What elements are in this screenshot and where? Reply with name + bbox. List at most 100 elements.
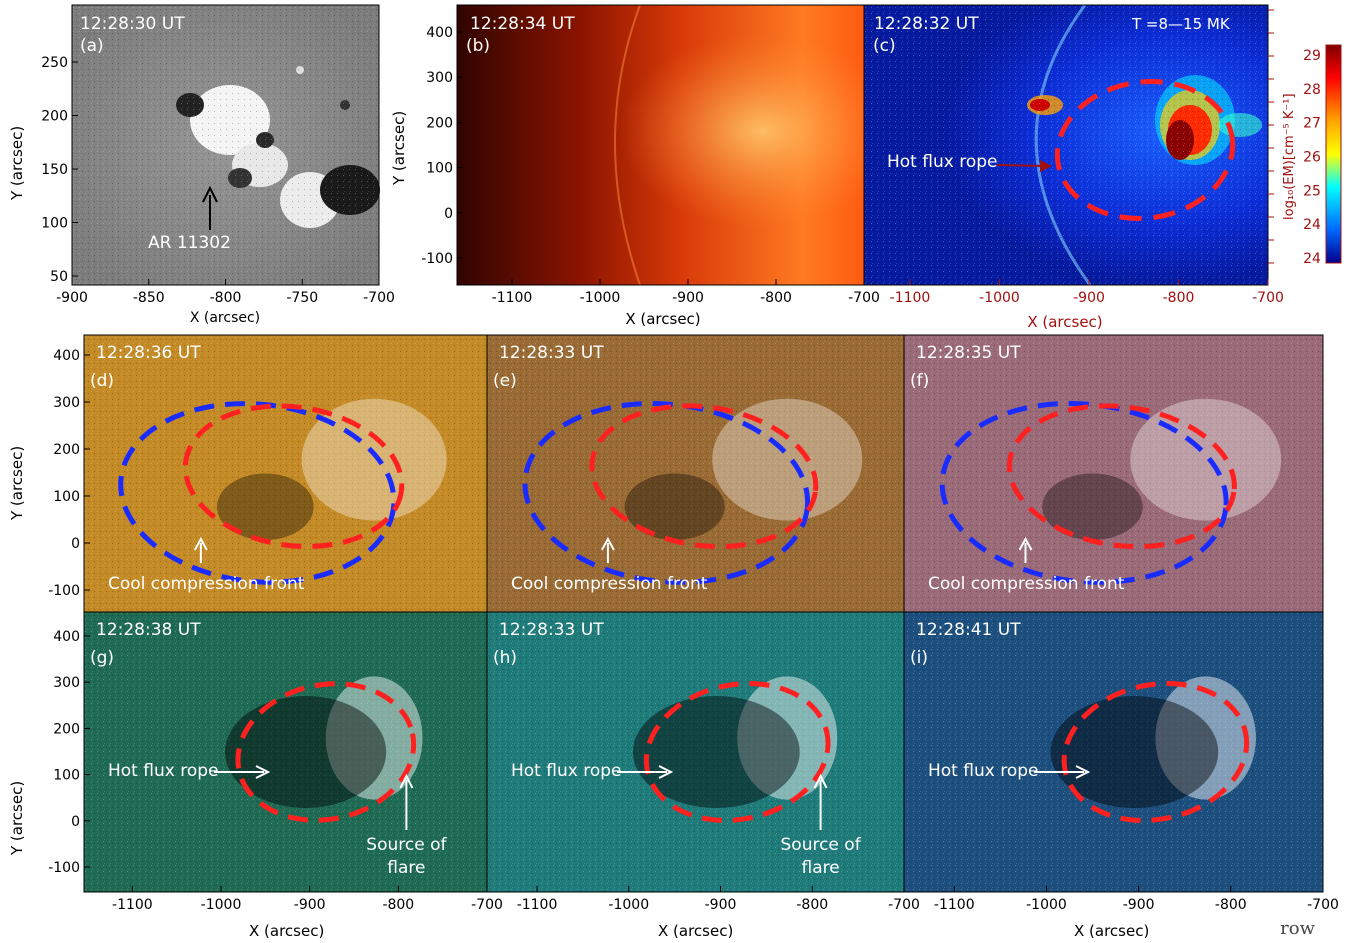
- panel-c-xtick-label: -900: [1073, 290, 1105, 306]
- panel-b-ytick-label: 200: [426, 115, 453, 131]
- panel-b-xtick-label: -700: [848, 290, 880, 306]
- panel-g-texture: [84, 612, 487, 892]
- panel-h-flare-arrowhead: [813, 773, 828, 789]
- panel-e-dark-region: [624, 473, 725, 540]
- colorbar-gradient: [1325, 44, 1342, 264]
- panel-e-arrowhead: [601, 536, 615, 551]
- panel-g-ytick-label: 200: [53, 721, 80, 737]
- grid-xlabel-1: X (arcsec): [249, 922, 324, 940]
- panel-f-dark-region: [1042, 473, 1143, 540]
- panel-d-ytick-label: 100: [53, 489, 80, 505]
- panel-g-label: (g): [90, 648, 114, 668]
- colorbar: 29 28 27 26 25 24 24 log₁₀(EM)[cm⁻⁵ K⁻¹]: [1282, 44, 1342, 267]
- panel-a-ytick-label: 100: [41, 216, 68, 232]
- panel-b-ytick-label: 0: [444, 206, 453, 222]
- panel-e-label: (e): [493, 371, 517, 391]
- panel-c-annotation: Hot flux rope: [887, 152, 997, 172]
- panel-c-axes: -1100 -1000 -900 -800 -700 X (arcsec): [890, 9, 1284, 331]
- panel-d-dark-region: [216, 473, 314, 540]
- panel-i-annotation: Hot flux rope: [928, 761, 1038, 781]
- panel-f-time: 12:28:35 UT: [916, 343, 1021, 363]
- panel-h-dark-region: [632, 696, 800, 808]
- panel-h-texture: [487, 612, 904, 892]
- panel-d: Cool compression front 12:28:36 UT (d) -100…: [48, 334, 488, 613]
- panel-b-limb: [614, 4, 641, 286]
- panel-g-annotation2-line2: flare: [387, 858, 425, 878]
- panel-b-glow: [457, 5, 864, 285]
- panel-i-xtick-label: -700: [1307, 897, 1339, 913]
- panel-h: Hot flux rope Source of flare 12:28:33 UT (h…: [486, 611, 920, 913]
- panel-e: Cool compression front 12:28:33 UT (e): [486, 334, 905, 613]
- panel-f-bright-region: [1130, 398, 1282, 521]
- panel-a-magnetogram-features: [72, 5, 380, 285]
- panel-a-xtick-label: -850: [133, 290, 165, 306]
- panel-g-xtick-label: -1100: [112, 897, 153, 913]
- panel-a-xtick-label: -700: [363, 290, 395, 306]
- panel-b-ytick-label: 100: [426, 161, 453, 177]
- panel-c-xtick-label: -1100: [890, 290, 931, 306]
- panel-g-ytick-label: 400: [53, 629, 80, 645]
- panel-a-xtick-label: -750: [286, 290, 318, 306]
- panel-b-xlabel: X (arcsec): [625, 310, 700, 328]
- panel-g-bright-region: [325, 676, 423, 800]
- panel-g-annotation2-line1: Source of: [366, 835, 447, 855]
- panel-h-annotation: Hot flux rope: [511, 761, 621, 781]
- panel-h-time: 12:28:33 UT: [499, 620, 604, 640]
- colorbar-tick-label: 24: [1303, 217, 1321, 233]
- colorbar-tick-label: 28: [1303, 82, 1321, 98]
- panel-i-arrowhead: [1075, 765, 1091, 779]
- colorbar-label: log₁₀(EM)[cm⁻⁵ K⁻¹]: [1282, 93, 1297, 220]
- panel-i-xtick-label: -1100: [934, 897, 975, 913]
- panel-f: Cool compression front 12:28:35 UT (f): [903, 334, 1324, 613]
- panel-d-flux-rope-outline: [182, 403, 405, 549]
- panel-c-xtick-label: -1000: [979, 290, 1020, 306]
- footer-text: row: [1280, 918, 1315, 939]
- panel-g-time: 12:28:38 UT: [96, 620, 201, 640]
- panel-i-frame: [903, 611, 1324, 893]
- panel-c-temperature: T =8—15 MK: [1131, 15, 1231, 33]
- panel-b-xtick-label: -1100: [492, 290, 533, 306]
- panel-a-ylabel-right: Y (arcsec): [390, 111, 408, 186]
- panel-i-xtick-label: -900: [1123, 897, 1155, 913]
- panel-d-ytick-label: 200: [53, 442, 80, 458]
- panel-e-time: 12:28:33 UT: [499, 343, 604, 363]
- panel-i-xtick-label: -1000: [1026, 897, 1067, 913]
- panel-e-flux-rope-outline: [589, 403, 819, 550]
- panel-f-annotation: Cool compression front: [928, 574, 1125, 594]
- panel-a-arrowhead: [202, 185, 218, 203]
- panel-g-ytick-label: 0: [71, 814, 80, 830]
- panel-g-arrowhead: [255, 765, 271, 779]
- panel-d-time: 12:28:36 UT: [96, 343, 201, 363]
- panel-b-xtick-label: -900: [672, 290, 704, 306]
- panel-c-arrow: [996, 164, 1047, 167]
- panel-g-ytick-label: -100: [48, 860, 80, 876]
- grid-xlabel-2: X (arcsec): [658, 922, 733, 940]
- panel-d-annotation: Cool compression front: [108, 574, 305, 594]
- panel-h-label: (h): [493, 648, 517, 668]
- panel-g-xtick-label: -800: [382, 897, 414, 913]
- panel-a-time: 12:28:30 UT: [80, 14, 185, 34]
- panel-h-annotation2-line1: Source of: [781, 835, 862, 855]
- panel-g-annotation: Hot flux rope: [108, 761, 218, 781]
- panel-i-texture: [904, 612, 1323, 892]
- colorbar-ticks: 29 28 27 26 25 24 24: [1303, 48, 1321, 267]
- panel-b-axes: -1100 -1000 -900 -800 -700-1000100200300400X…: [421, 25, 880, 328]
- panel-b-time: 12:28:34 UT: [470, 14, 575, 34]
- panel-f-arrowhead: [1018, 536, 1033, 551]
- panel-g: Hot flux rope Source of flare 12:28:38 UT (g…: [48, 611, 503, 913]
- panel-f-label: (f): [910, 371, 929, 391]
- colorbar-tick-label: 29: [1303, 48, 1321, 64]
- panel-g-ytick-label: 100: [53, 768, 80, 784]
- panel-i-dark-region: [1050, 696, 1219, 808]
- panel-d-ytick-label: 400: [53, 348, 80, 364]
- panel-i: Hot flux rope 12:28:41 UT (i) -1100 -1000 -90…: [903, 611, 1339, 913]
- colorbar-tick-label: 27: [1303, 116, 1321, 132]
- panel-b-ytick-label: 300: [426, 70, 453, 86]
- panel-c-label: (c): [873, 36, 896, 56]
- panel-i-time: 12:28:41 UT: [916, 620, 1021, 640]
- panel-c-xtick-label: -700: [1252, 290, 1284, 306]
- panel-c-xtick-label: -800: [1163, 290, 1195, 306]
- panel-b: 12:28:34 UT (b) -1100 -1000 -900 -800 -700-1…: [421, 4, 880, 328]
- panel-e-annotation: Cool compression front: [511, 574, 708, 594]
